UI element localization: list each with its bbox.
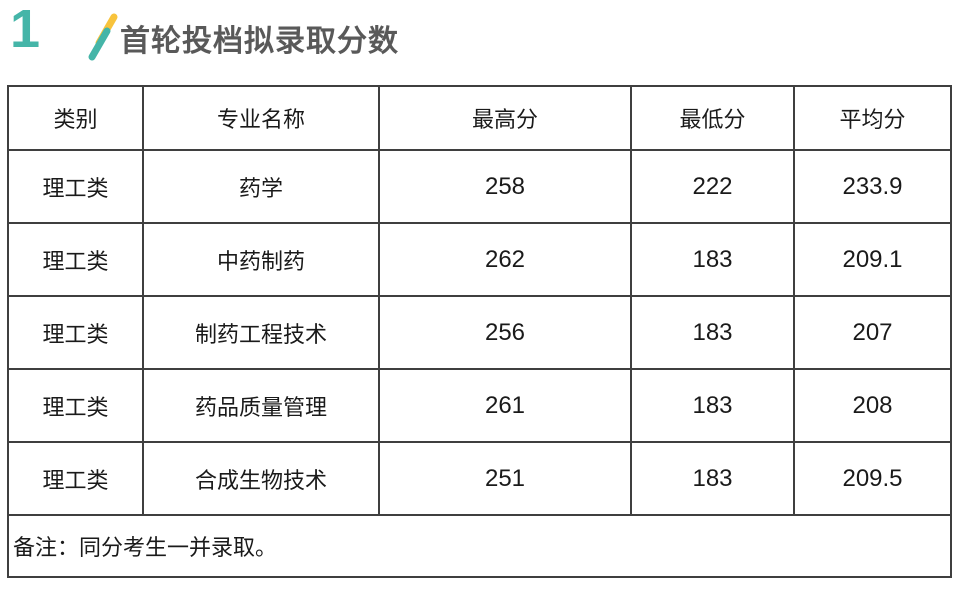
header-cell-major: 专业名称 (142, 85, 380, 151)
cell-max-score: 262 (378, 222, 632, 297)
cell-major: 药学 (142, 149, 380, 224)
section-number: 1 (10, 0, 41, 59)
table-header-row: 类别 专业名称 最高分 最低分 平均分 (7, 85, 952, 151)
cell-avg-score: 233.9 (793, 149, 952, 224)
cell-category: 理工类 (7, 149, 144, 224)
cell-category: 理工类 (7, 222, 144, 297)
cell-max-score: 261 (378, 368, 632, 443)
cell-max-score: 256 (378, 295, 632, 370)
double-slash-icon (88, 13, 118, 61)
cell-major: 药品质量管理 (142, 368, 380, 443)
table-row: 理工类 药品质量管理 261 183 208 (7, 368, 952, 443)
score-table: 类别 专业名称 最高分 最低分 平均分 理工类 药学 258 222 233.9… (7, 85, 952, 578)
cell-avg-score: 209.5 (793, 441, 952, 516)
cell-min-score: 183 (630, 295, 795, 370)
table-row: 理工类 合成生物技术 251 183 209.5 (7, 441, 952, 516)
cell-major: 制药工程技术 (142, 295, 380, 370)
cell-min-score: 183 (630, 368, 795, 443)
section-title: 首轮投档拟录取分数 (120, 25, 399, 58)
note-row: 备注：同分考生一并录取。 (7, 514, 952, 578)
cell-min-score: 183 (630, 222, 795, 297)
cell-max-score: 251 (378, 441, 632, 516)
table-row: 理工类 制药工程技术 256 183 207 (7, 295, 952, 370)
cell-major: 合成生物技术 (142, 441, 380, 516)
header-cell-min-score: 最低分 (630, 85, 795, 151)
cell-avg-score: 207 (793, 295, 952, 370)
header-cell-category: 类别 (7, 85, 144, 151)
note-text: 备注：同分考生一并录取。 (7, 514, 952, 578)
table-row: 理工类 药学 258 222 233.9 (7, 149, 952, 224)
cell-min-score: 222 (630, 149, 795, 224)
cell-max-score: 258 (378, 149, 632, 224)
cell-category: 理工类 (7, 368, 144, 443)
cell-major: 中药制药 (142, 222, 380, 297)
cell-avg-score: 209.1 (793, 222, 952, 297)
header-cell-avg-score: 平均分 (793, 85, 952, 151)
header-cell-max-score: 最高分 (378, 85, 632, 151)
section-heading: 1 首轮投档拟录取分数 (0, 0, 959, 85)
cell-category: 理工类 (7, 441, 144, 516)
cell-min-score: 183 (630, 441, 795, 516)
table-row: 理工类 中药制药 262 183 209.1 (7, 222, 952, 297)
cell-category: 理工类 (7, 295, 144, 370)
cell-avg-score: 208 (793, 368, 952, 443)
